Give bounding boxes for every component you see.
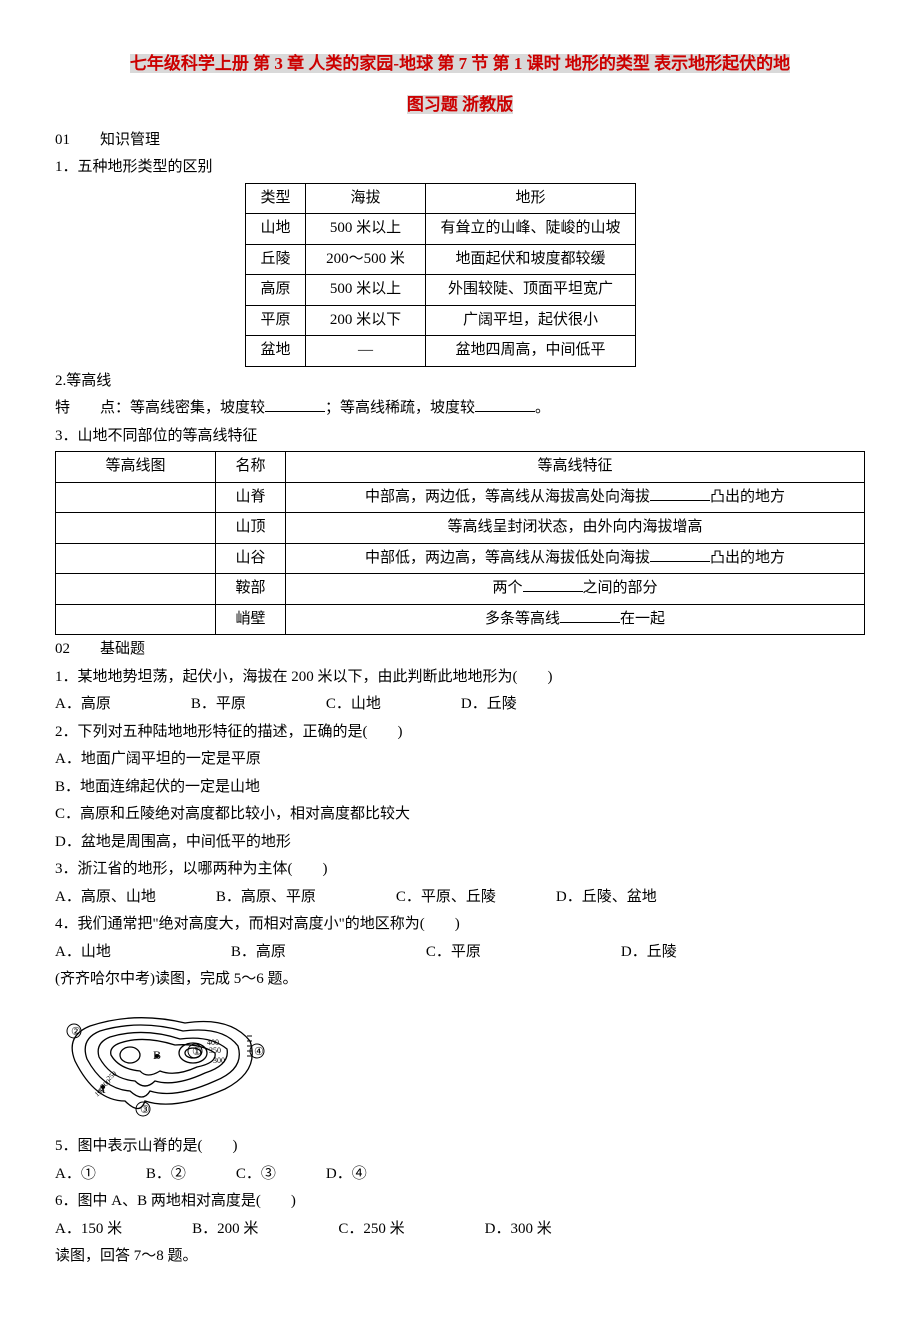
q6-stem: 6．图中 A、B 两地相对高度是( ) <box>55 1189 865 1215</box>
q5-options: A．①B．②C．③D．④ <box>55 1162 865 1188</box>
km2-title: 2.等高线 <box>55 369 865 395</box>
q4-stem: 4．我们通常把"绝对高度大，而相对高度小"的地区称为( ) <box>55 912 865 938</box>
q2-d: D．盆地是周围高，中间低平的地形 <box>55 830 865 856</box>
q5-stem: 5．图中表示山脊的是( ) <box>55 1134 865 1160</box>
q6-options: A．150 米B．200 米C．250 米D．300 米 <box>55 1217 865 1243</box>
svg-text:300: 300 <box>213 1056 225 1065</box>
terrain-types-table: 类型海拔地形 山地500 米以上有耸立的山峰、陡峻的山坡 丘陵200～500 米… <box>245 183 636 367</box>
section-02-heading: 02 基础题 <box>55 637 865 663</box>
figure-intro: (齐齐哈尔中考)读图，完成 5～6 题。 <box>55 967 865 993</box>
svg-text:350: 350 <box>209 1046 221 1055</box>
contour-features-table: 等高线图名称等高线特征 山脊中部高，两边低，等高线从海拔高处向海拔凸出的地方 山… <box>55 451 865 635</box>
q2-stem: 2．下列对五种陆地地形特征的描述，正确的是( ) <box>55 720 865 746</box>
table-row: 山地500 米以上有耸立的山峰、陡峻的山坡 <box>246 214 636 245</box>
table-row: 鞍部两个之间的部分 <box>56 574 865 605</box>
svg-text:③: ③ <box>140 1104 150 1116</box>
q2-c: C．高原和丘陵绝对高度都比较小，相对高度都比较大 <box>55 802 865 828</box>
table-row: 峭壁多条等高线在一起 <box>56 604 865 635</box>
fill-blank[interactable] <box>475 397 535 412</box>
q78-intro: 读图，回答 7～8 题。 <box>55 1244 865 1270</box>
svg-text:①: ① <box>192 1046 202 1058</box>
page-title-main: 七年级科学上册 第 3 章 人类的家园-地球 第 7 节 第 1 课时 地形的类… <box>55 50 865 79</box>
q3-options: A．高原、山地B．高原、平原C．平原、丘陵D．丘陵、盆地 <box>55 885 865 911</box>
km3-title: 3．山地不同部位的等高线特征 <box>55 424 865 450</box>
fill-blank[interactable] <box>265 397 325 412</box>
table-row: 高原500 米以上外围较陡、顶面平坦宽广 <box>246 275 636 306</box>
fill-blank[interactable] <box>560 608 620 623</box>
q3-stem: 3．浙江省的地形，以哪两种为主体( ) <box>55 857 865 883</box>
fill-blank[interactable] <box>523 577 583 592</box>
table-row: 山顶等高线呈封闭状态，由外向内海拔增高 <box>56 513 865 544</box>
q1-stem: 1．某地地势坦荡，起伏小，海拔在 200 米以下，由此判断此地地形为( ) <box>55 665 865 691</box>
q1-options: A．高原B．平原C．山地D．丘陵 <box>55 692 865 718</box>
svg-text:②: ② <box>71 1026 81 1038</box>
q2-b: B．地面连绵起伏的一定是山地 <box>55 775 865 801</box>
fill-blank[interactable] <box>650 547 710 562</box>
fill-blank[interactable] <box>650 486 710 501</box>
table-row: 盆地—盆地四周高，中间低平 <box>246 336 636 367</box>
svg-text:④: ④ <box>254 1046 264 1058</box>
contour-map-figure: ② ① ③ ④ A B 400 350 300 250 200 150 <box>55 1001 865 1131</box>
km2-feature: 特 点：等高线密集，坡度较；等高线稀疏，坡度较。 <box>55 396 865 422</box>
q4-options: A．山地B．高原C．平原D．丘陵 <box>55 940 865 966</box>
section-01-heading: 01 知识管理 <box>55 128 865 154</box>
q2-a: A．地面广阔平坦的一定是平原 <box>55 747 865 773</box>
table-row: 丘陵200～500 米地面起伏和坡度都较缓 <box>246 244 636 275</box>
page-title-sub: 图习题 浙教版 <box>55 91 865 120</box>
km1-title: 1．五种地形类型的区别 <box>55 155 865 181</box>
table-row: 山脊中部高，两边低，等高线从海拔高处向海拔凸出的地方 <box>56 482 865 513</box>
table-row: 山谷中部低，两边高，等高线从海拔低处向海拔凸出的地方 <box>56 543 865 574</box>
table-row: 平原200 米以下广阔平坦，起伏很小 <box>246 305 636 336</box>
